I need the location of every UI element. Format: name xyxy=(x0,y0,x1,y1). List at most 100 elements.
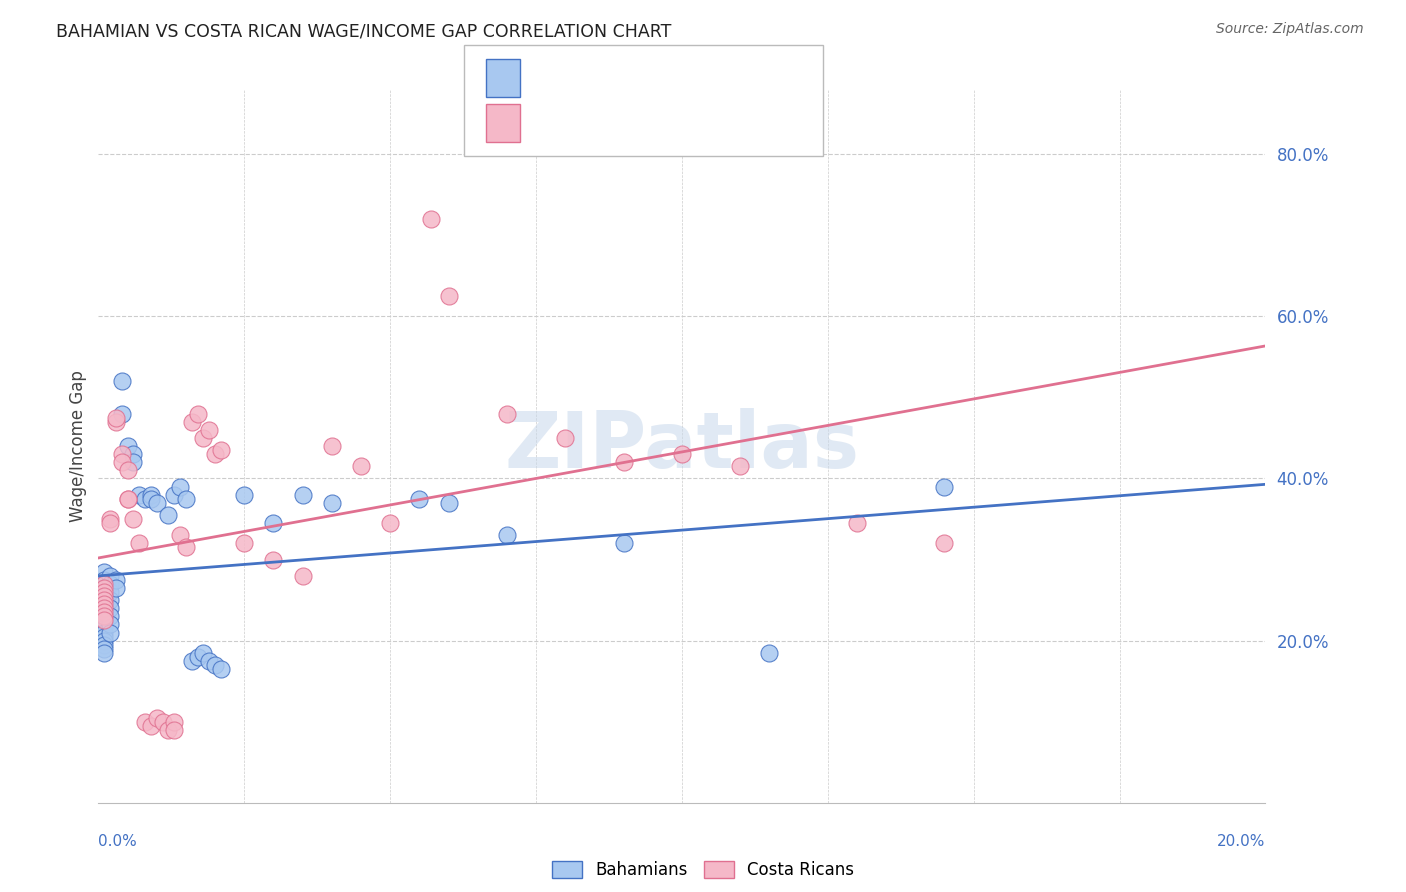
Point xyxy=(93,593,115,607)
Point xyxy=(612,455,634,469)
Point xyxy=(117,491,139,506)
Point xyxy=(408,491,430,506)
Point xyxy=(437,289,460,303)
Point xyxy=(728,459,751,474)
Point xyxy=(233,488,256,502)
Y-axis label: Wage/Income Gap: Wage/Income Gap xyxy=(69,370,87,522)
Point xyxy=(671,447,693,461)
Point xyxy=(93,589,115,603)
Point xyxy=(146,711,169,725)
Point xyxy=(152,714,174,729)
Point xyxy=(117,463,139,477)
Point xyxy=(845,516,868,530)
Point xyxy=(93,646,115,660)
Point xyxy=(98,609,121,624)
Point xyxy=(139,488,162,502)
Point xyxy=(934,479,956,493)
Point xyxy=(174,491,197,506)
Point xyxy=(139,491,162,506)
Point xyxy=(169,479,191,493)
Point xyxy=(93,605,115,619)
Point xyxy=(321,439,343,453)
Point xyxy=(93,573,115,587)
Point xyxy=(758,646,780,660)
Point xyxy=(180,654,202,668)
Point xyxy=(93,597,115,611)
Point xyxy=(93,601,115,615)
Point xyxy=(98,568,121,582)
Point xyxy=(98,625,121,640)
Point xyxy=(93,597,115,611)
Point xyxy=(111,374,134,388)
Point xyxy=(93,625,115,640)
Point xyxy=(262,516,284,530)
Point xyxy=(111,407,134,421)
Point xyxy=(93,577,115,591)
Text: R =: R = xyxy=(533,69,564,87)
Point xyxy=(93,622,115,636)
Text: 0.129: 0.129 xyxy=(575,114,627,132)
Point xyxy=(163,488,186,502)
Legend: Bahamians, Costa Ricans: Bahamians, Costa Ricans xyxy=(551,861,855,880)
Point xyxy=(495,407,517,421)
Point xyxy=(291,488,314,502)
Point xyxy=(93,617,115,632)
Point xyxy=(111,455,134,469)
Point xyxy=(157,508,180,522)
Text: N =: N = xyxy=(648,69,679,87)
Point xyxy=(209,443,232,458)
Point xyxy=(93,613,115,627)
Point xyxy=(122,512,145,526)
Point xyxy=(187,649,209,664)
Point xyxy=(93,581,115,595)
Text: 51: 51 xyxy=(695,114,717,132)
Point xyxy=(93,577,115,591)
Point xyxy=(93,585,115,599)
Point xyxy=(198,654,221,668)
Text: Source: ZipAtlas.com: Source: ZipAtlas.com xyxy=(1216,22,1364,37)
Point xyxy=(262,552,284,566)
Point xyxy=(128,488,150,502)
Point xyxy=(93,605,115,619)
Point xyxy=(420,211,443,226)
Point xyxy=(98,512,121,526)
Point xyxy=(93,630,115,644)
Point xyxy=(93,638,115,652)
Point xyxy=(93,589,115,603)
Point xyxy=(163,723,186,737)
Point xyxy=(122,447,145,461)
Point xyxy=(169,528,191,542)
Point xyxy=(233,536,256,550)
Point xyxy=(134,714,156,729)
Point xyxy=(98,601,121,615)
Point xyxy=(98,617,121,632)
Point xyxy=(104,415,127,429)
Point xyxy=(104,410,127,425)
Point xyxy=(98,516,121,530)
Point xyxy=(93,633,115,648)
Point xyxy=(193,431,215,445)
Point xyxy=(98,577,121,591)
Text: BAHAMIAN VS COSTA RICAN WAGE/INCOME GAP CORRELATION CHART: BAHAMIAN VS COSTA RICAN WAGE/INCOME GAP … xyxy=(56,22,672,40)
Point xyxy=(111,447,134,461)
Point xyxy=(93,641,115,656)
Point xyxy=(291,568,314,582)
Point xyxy=(117,439,139,453)
Point xyxy=(174,541,197,555)
Point xyxy=(378,516,402,530)
Point xyxy=(93,613,115,627)
Point xyxy=(180,415,202,429)
Text: 20.0%: 20.0% xyxy=(1218,834,1265,849)
Text: R =: R = xyxy=(533,114,564,132)
Point xyxy=(187,407,209,421)
Point xyxy=(98,593,121,607)
Point xyxy=(93,609,115,624)
Point xyxy=(321,496,343,510)
Point xyxy=(128,536,150,550)
Point xyxy=(93,609,115,624)
Point xyxy=(93,593,115,607)
Point xyxy=(204,657,226,672)
Text: ZIPatlas: ZIPatlas xyxy=(505,408,859,484)
Point xyxy=(934,536,956,550)
Point xyxy=(554,431,576,445)
